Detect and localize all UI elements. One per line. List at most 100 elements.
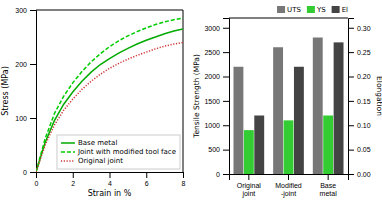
x-axis-line [230,175,349,181]
tick-mark [248,174,249,180]
legend-item: Original joint [61,157,123,165]
legend-box [57,135,180,169]
tick-label: 2000 [204,73,220,80]
legend-label: Original joint [78,157,123,165]
legend-swatch [277,6,285,13]
bar [323,116,333,175]
tick-label: 500 [208,146,220,153]
y-axis-title: Tensile Strength (MPa) [192,54,201,139]
tick: Modified-joint [275,174,302,198]
tick-mark [348,101,354,102]
tick-label: 2 [71,180,75,187]
y-axis-line [223,19,230,175]
tick: Basemetal [320,174,338,197]
x-axis: Originaljoint Modified-joint Basemetal [230,174,349,198]
tick: 300 [15,7,36,14]
bar [254,116,264,175]
tick-label: 0.25 [357,49,371,56]
tick-mark [73,172,74,178]
bar [244,130,254,174]
line-chart: 0 2 4 6 8 0 100 200 300 Strain in % Stress (MPa) Ba… [1,7,186,198]
tick-mark [30,10,36,11]
tick: 8 [182,172,186,187]
tick: 2000 [204,73,229,80]
tick-mark [348,77,354,78]
tick-mark [30,172,36,173]
tick-mark [348,28,354,29]
tick-mark [348,52,354,53]
x-axis-line [37,173,184,179]
tick: 0.10 [348,122,371,129]
tick: 0.15 [348,98,371,105]
bar [313,38,323,175]
tick-label: 0.05 [357,146,371,153]
tick-mark [348,174,354,175]
tick-mark [30,64,36,65]
tick: 0.05 [348,146,371,153]
legend-item: YS [307,6,326,14]
legend-label: UTS [287,6,301,14]
tick-label: 1500 [204,98,220,105]
y-axis-line [30,11,37,173]
tick: 0.00 [348,171,371,178]
tick-label: 0.20 [357,73,371,80]
tick: 0 [35,172,39,187]
figure: 0 2 4 6 8 0 100 200 300 Strain in % Stress (MPa) Ba… [0,0,382,200]
tick: 1000 [204,122,229,129]
bar-chart: Originaljoint Modified-joint Basemetal 0 500… [192,6,382,198]
legend-item: UTS [277,6,301,14]
line [36,42,183,172]
tick-mark [328,174,329,180]
legend-swatch [61,142,75,144]
tick-label: 300 [15,7,27,14]
bar [233,67,243,174]
tick-label: 0 [35,180,39,187]
plot-frame [229,18,348,19]
tick-mark [30,118,36,119]
tick-mark [348,125,354,126]
x-axis-title: Strain in % [88,189,132,198]
legend-swatch [307,6,315,13]
plot-frame [36,10,183,11]
plot-frame [183,10,184,172]
tick: 0.25 [348,49,371,56]
bar [273,47,283,174]
legend: UTS YS El [277,6,348,14]
tick-label: Modified-joint [275,182,302,198]
tick-mark [348,150,354,151]
bar [294,67,304,174]
legend-label: Joint with modified tool face [77,148,176,156]
y-axis: 0 100 200 300 [15,7,36,176]
tick-mark [183,172,184,178]
tick: 4 [108,172,112,187]
tick-label: 0 [23,169,27,176]
tick: 1500 [204,98,229,105]
tick-mark [223,77,229,78]
y2-axis: 0.000.050.100.150.200.250.30 [348,19,371,178]
legend-item: Base metal [61,139,117,147]
plot-area [233,38,343,175]
tick-label: Originaljoint [237,182,262,198]
tick-label: 6 [145,180,149,187]
legend-swatch [332,6,340,13]
tick-label: 200 [15,61,27,68]
tick-label: 0 [216,171,220,178]
tick: 3000 [204,24,229,31]
bar [284,120,294,174]
tick: 0 [216,171,229,178]
legend-label: El [342,6,348,14]
y-axis: 050010001500200025003000 [204,19,229,178]
x-axis: 0 2 4 6 8 [35,172,186,187]
tick-label: 3000 [204,24,220,31]
tick-mark [110,172,111,178]
y-axis-title: Stress (MPa) [1,66,10,116]
tick-mark [223,150,229,151]
tick-mark [223,52,229,53]
tick-mark [223,174,229,175]
legend-label: YS [316,6,326,14]
legend-label: Base metal [78,139,117,147]
tick: 200 [15,61,36,68]
tick: 100 [15,115,36,122]
legend: Base metalJoint with modified tool faceO… [57,135,180,169]
tick: 500 [208,146,229,153]
